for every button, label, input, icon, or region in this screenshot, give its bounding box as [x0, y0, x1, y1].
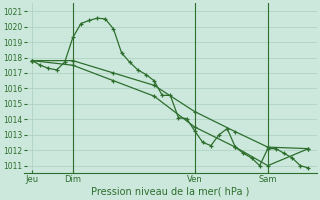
- X-axis label: Pression niveau de la mer( hPa ): Pression niveau de la mer( hPa ): [91, 187, 250, 197]
